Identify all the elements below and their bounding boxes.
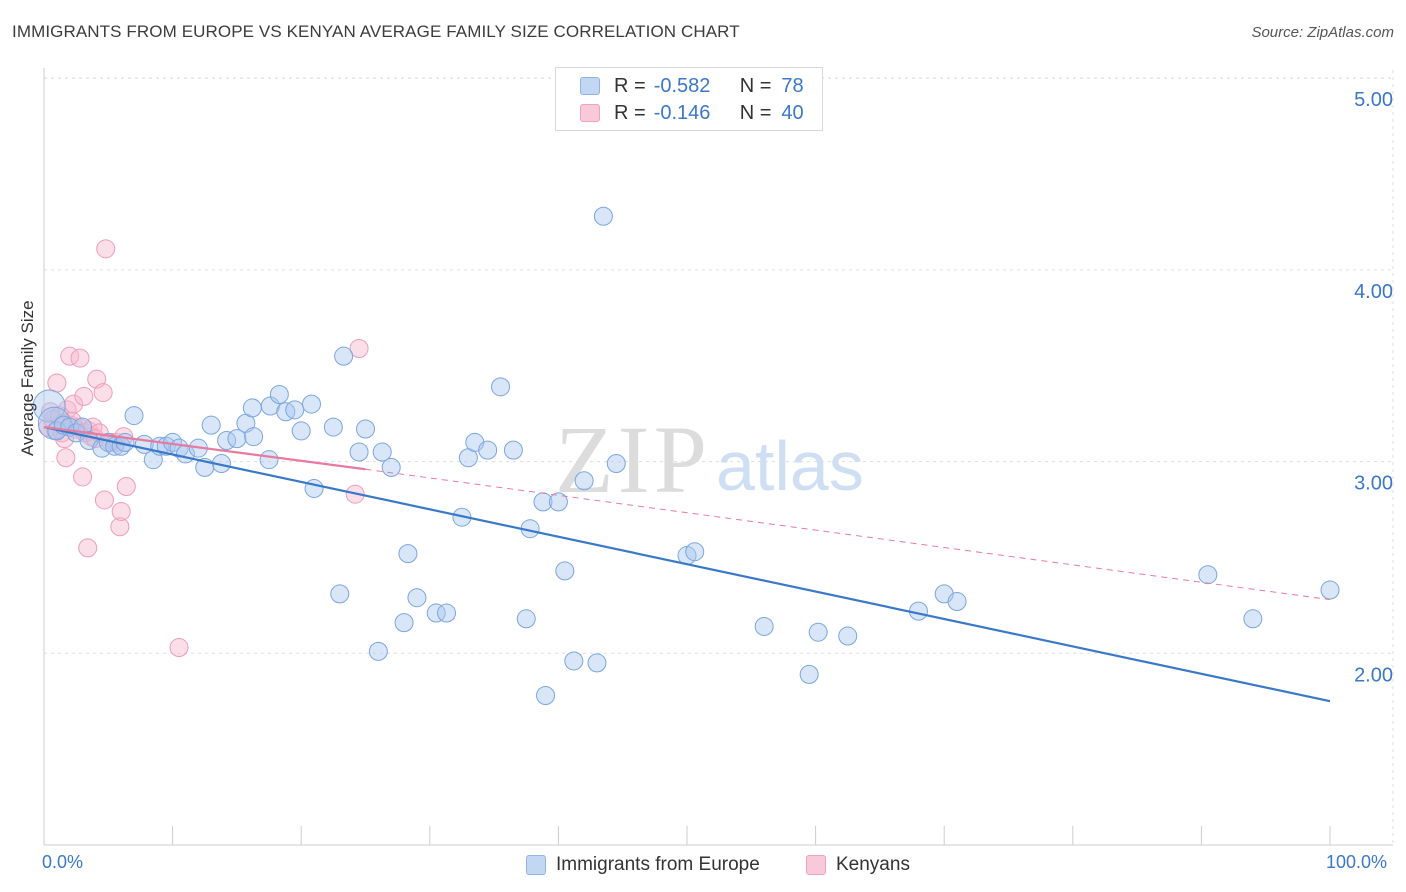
europe-point <box>947 592 967 612</box>
legend-n-label: N = <box>739 101 772 124</box>
legend-r-value: -0.146 <box>653 101 711 124</box>
europe-point <box>227 429 247 449</box>
y-axis-label: Average Family Size <box>18 300 37 456</box>
europe-point <box>124 406 144 426</box>
trend-lines <box>43 426 1331 703</box>
europe-point <box>808 622 828 642</box>
europe-point <box>372 442 392 462</box>
legend-r-label: R = <box>614 74 646 97</box>
europe-point <box>356 419 375 439</box>
kenyans-point <box>94 490 114 510</box>
legend-n-label: N = <box>739 74 772 97</box>
europe-point <box>587 653 607 673</box>
europe-point <box>478 440 498 460</box>
europe-points <box>32 206 1340 705</box>
kenyans-point <box>110 517 130 537</box>
legend-r-value: -0.582 <box>653 74 711 97</box>
legend-row-europe: R = -0.582 N = 78 <box>580 74 804 98</box>
europe-point <box>334 346 354 366</box>
correlation-legend: R = -0.582 N = 78 R = -0.146 N = 40 <box>555 67 823 131</box>
europe-point <box>574 471 594 491</box>
y-tick-labels: 2.00 3.00 4.00 5.00 <box>1354 89 1393 686</box>
legend-swatch-kenyans <box>806 855 826 875</box>
europe-point <box>259 450 279 470</box>
europe-point <box>269 385 289 405</box>
y-tick-label: 3.00 <box>1354 473 1393 495</box>
kenyans-point <box>70 348 90 368</box>
europe-point <box>564 651 584 671</box>
kenyans-point <box>47 373 67 393</box>
europe-point <box>323 417 343 437</box>
legend-label-kenyans: Kenyans <box>836 854 910 875</box>
watermark-zip: ZIP <box>555 406 711 513</box>
legend-label-europe: Immigrants from Europe <box>556 854 760 875</box>
europe-point <box>349 442 369 462</box>
europe-point <box>304 478 324 498</box>
legend-swatch-europe <box>526 855 546 875</box>
kenyans-point <box>349 338 369 358</box>
watermark: ZIP atlas <box>555 406 864 513</box>
europe-point <box>437 603 457 623</box>
europe-point <box>1320 580 1340 600</box>
europe-point <box>201 415 221 435</box>
europe-point <box>754 616 774 636</box>
europe-point <box>301 394 321 414</box>
x-tick-label-min: 0.0% <box>42 852 84 872</box>
y-tick-label: 2.00 <box>1354 664 1393 686</box>
europe-point <box>285 400 305 420</box>
kenyans-point <box>74 386 94 406</box>
chart-title: IMMIGRANTS FROM EUROPE VS KENYAN AVERAGE… <box>12 22 740 41</box>
europe-point <box>685 542 705 562</box>
europe-point <box>394 613 414 633</box>
axis-layer <box>43 68 1393 846</box>
europe-point <box>381 457 401 477</box>
europe-point <box>536 685 556 705</box>
europe-point <box>407 588 427 608</box>
europe-point <box>491 377 511 397</box>
source-label: Source: ZipAtlas.com <box>1251 24 1394 41</box>
legend-swatch-europe <box>580 77 600 95</box>
kenyans-point <box>111 501 131 521</box>
europe-point <box>838 626 858 646</box>
y-tick-label: 5.00 <box>1354 89 1393 111</box>
europe-point <box>503 440 523 460</box>
europe-point <box>1198 565 1218 585</box>
europe-trend-line <box>43 426 1331 703</box>
kenyans-point <box>116 477 136 497</box>
kenyans-point <box>73 467 93 487</box>
europe-point <box>606 454 626 474</box>
kenyans-point <box>93 383 113 403</box>
legend-item-kenyans: Kenyans <box>806 852 910 878</box>
kenyans-point <box>78 538 98 558</box>
legend-row-kenyans: R = -0.146 N = 40 <box>580 101 804 125</box>
europe-point <box>1243 609 1263 629</box>
legend-n-value: 78 <box>781 74 804 97</box>
kenyans-point <box>96 239 116 259</box>
europe-point <box>368 641 388 661</box>
europe-point <box>330 584 350 604</box>
kenyans-trend-line <box>43 426 366 471</box>
europe-point <box>426 603 446 623</box>
kenyans-point <box>169 638 189 658</box>
europe-point <box>398 544 418 564</box>
europe-point <box>593 206 613 226</box>
europe-point <box>244 427 264 447</box>
legend-r-label: R = <box>614 101 646 124</box>
legend-swatch-kenyans <box>580 104 600 122</box>
legend-n-value: 40 <box>781 101 804 124</box>
europe-point <box>799 664 819 684</box>
europe-point <box>516 609 536 629</box>
y-tick-label: 4.00 <box>1354 281 1393 303</box>
europe-point <box>291 421 311 441</box>
kenyans-trend-extension <box>365 468 1331 601</box>
x-tick-label-max: 100.0% <box>1326 852 1388 872</box>
europe-point <box>548 492 568 512</box>
watermark-atlas: atlas <box>716 427 864 505</box>
legend-item-europe: Immigrants from Europe <box>526 852 760 878</box>
kenyans-point <box>56 448 76 468</box>
europe-point <box>242 398 262 418</box>
europe-point <box>555 561 575 581</box>
